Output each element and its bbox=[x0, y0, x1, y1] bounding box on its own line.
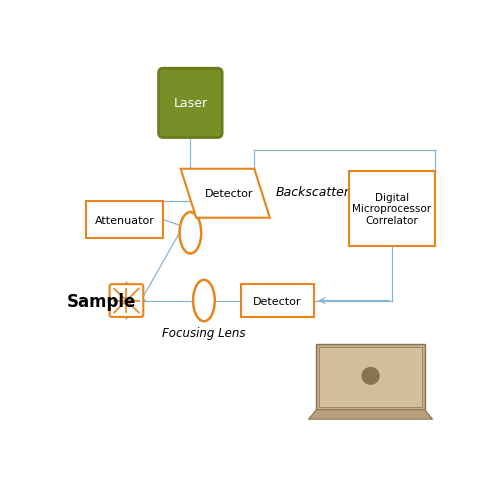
Text: Sample: Sample bbox=[66, 292, 136, 310]
Text: Attenuator: Attenuator bbox=[94, 215, 154, 225]
Ellipse shape bbox=[193, 280, 215, 322]
Text: Focusing Lens: Focusing Lens bbox=[162, 326, 246, 339]
FancyBboxPatch shape bbox=[110, 285, 144, 317]
Text: Detector: Detector bbox=[254, 296, 302, 306]
FancyBboxPatch shape bbox=[86, 202, 163, 239]
Text: Detector: Detector bbox=[205, 189, 254, 199]
Ellipse shape bbox=[180, 213, 201, 254]
FancyBboxPatch shape bbox=[158, 69, 222, 138]
Circle shape bbox=[362, 368, 379, 385]
Polygon shape bbox=[308, 410, 432, 419]
Polygon shape bbox=[180, 169, 270, 218]
Text: Backscattering: Backscattering bbox=[276, 185, 369, 199]
FancyBboxPatch shape bbox=[349, 171, 434, 246]
Text: Laser: Laser bbox=[174, 97, 208, 110]
Text: Digital
Microprocessor
Correlator: Digital Microprocessor Correlator bbox=[352, 192, 432, 225]
FancyBboxPatch shape bbox=[241, 284, 314, 318]
FancyBboxPatch shape bbox=[316, 344, 425, 410]
FancyBboxPatch shape bbox=[320, 347, 422, 407]
